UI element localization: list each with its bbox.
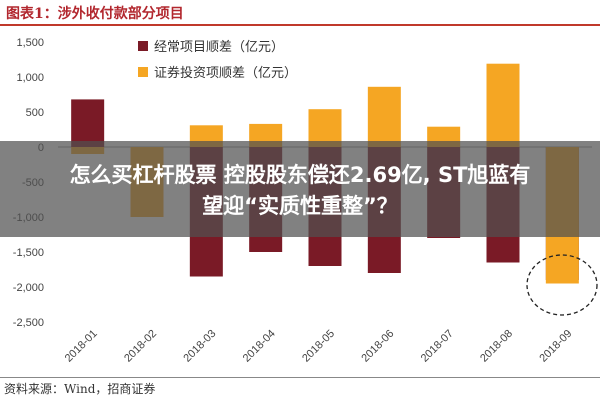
headline-line-2: 望迎“实质性重整”？ xyxy=(202,194,398,218)
legend-label-securities: 证券投资项顺差（亿元） xyxy=(154,65,297,81)
x-tick-label: 2018-02 xyxy=(122,328,159,365)
y-tick-label: -2,000 xyxy=(13,282,44,294)
bar-securities-2018-08 xyxy=(486,63,520,148)
bar-securities-2018-06 xyxy=(367,86,401,147)
y-tick-label: 1,000 xyxy=(16,72,44,84)
figure-title: 图表1：涉外收付款部分项目 xyxy=(6,6,184,22)
highlight-circle xyxy=(526,254,598,316)
headline: 怎么买杠杆股票 控股股东偿还2.69亿, ST旭蓝有 望迎“实质性重整”？ xyxy=(0,160,600,222)
headline-line-1: 怎么买杠杆股票 控股股东偿还2.69亿, ST旭蓝有 xyxy=(69,163,531,187)
legend-swatch-securities xyxy=(138,67,148,77)
source-divider xyxy=(0,377,600,378)
x-tick-label: 2018-01 xyxy=(63,328,100,365)
legend-swatch-current-account xyxy=(138,41,148,51)
x-tick-label: 2018-04 xyxy=(241,328,278,365)
x-tick-label: 2018-06 xyxy=(359,328,396,365)
legend: 经常项目顺差（亿元） 证券投资项顺差（亿元） xyxy=(138,40,297,81)
bar-securities-2018-05 xyxy=(308,109,342,147)
source-note: 资料来源：Wind，招商证券 xyxy=(4,382,156,396)
headline-banner xyxy=(0,141,600,237)
x-tick-label: 2018-07 xyxy=(419,328,456,365)
bar-current-account-2018-01 xyxy=(71,99,105,147)
legend-label-current-account: 经常项目顺差（亿元） xyxy=(154,40,284,55)
x-tick-label: 2018-03 xyxy=(181,328,218,365)
x-tick-label: 2018-08 xyxy=(478,328,515,365)
y-tick-label: -2,500 xyxy=(13,317,44,329)
y-tick-label: -1,500 xyxy=(13,247,44,259)
y-tick-label: 1,500 xyxy=(16,37,44,49)
x-tick-label: 2018-05 xyxy=(300,328,337,365)
x-tick-label: 2018-09 xyxy=(537,328,574,365)
x-axis: 2018-01 2018-02 2018-03 2018-04 2018-05 2018-… xyxy=(63,328,575,365)
y-tick-label: 500 xyxy=(26,107,44,119)
title-divider xyxy=(0,24,600,26)
